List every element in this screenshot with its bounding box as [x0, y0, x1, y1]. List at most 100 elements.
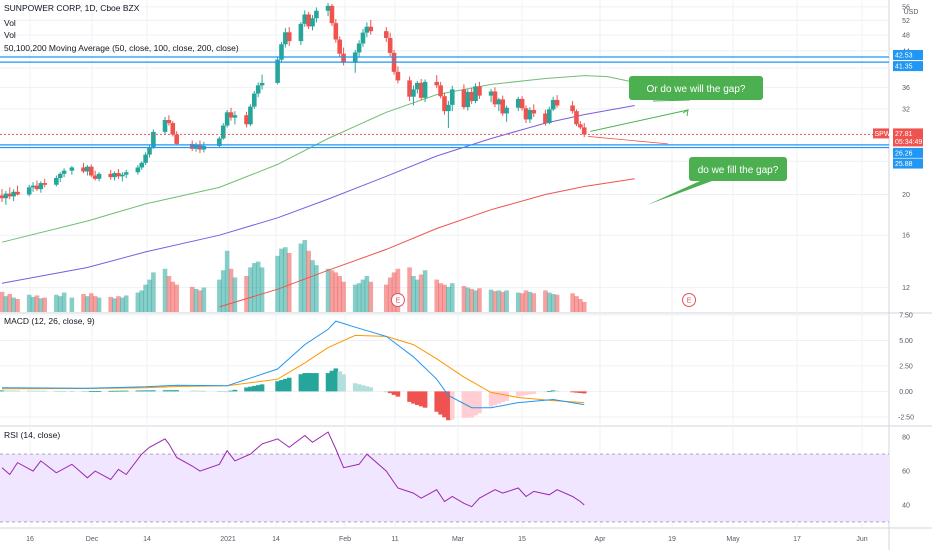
candle-body — [232, 115, 238, 118]
volume-bar — [574, 296, 579, 312]
last-price-tag-text: 27.81 — [895, 131, 913, 138]
rsi-line[interactable] — [1, 431, 585, 508]
annotation-arrow-upper[interactable] — [590, 109, 689, 132]
volume-indicator-label-1[interactable]: Vol — [4, 18, 16, 28]
candle-body — [496, 99, 502, 105]
macd-histogram-bar — [446, 391, 451, 421]
macd-histogram-bar — [252, 385, 257, 392]
rsi-band — [0, 454, 889, 522]
volume-bar — [461, 286, 467, 312]
volume-bar — [26, 294, 32, 312]
level-tag-lower-a — [893, 147, 923, 158]
volume-bar — [543, 290, 548, 312]
candle-body — [224, 112, 230, 126]
macd-histogram-bar — [550, 390, 556, 392]
macd-histogram-bar — [38, 390, 44, 392]
level-tag-lower-b-text: 25.88 — [895, 161, 913, 168]
volume-bar — [383, 284, 389, 312]
candle-body — [81, 167, 86, 172]
macd-histogram-bar — [228, 390, 234, 392]
earnings-marker[interactable] — [682, 293, 697, 307]
volume-bar — [123, 295, 129, 312]
macd-histogram-bar — [259, 384, 265, 392]
macd-histogram-bar — [112, 390, 117, 392]
candle-body — [434, 81, 440, 86]
macd-histogram-bar — [81, 391, 86, 392]
rsi-label[interactable]: RSI (14, close) — [4, 430, 61, 440]
time-axis-label: Dec — [86, 536, 99, 543]
price-axis-label: 56 — [902, 4, 910, 11]
rsi-axis-label: 80 — [902, 435, 910, 442]
volume-bar — [135, 292, 141, 312]
volume-bar — [515, 292, 521, 312]
level-tag-upper-a — [893, 49, 923, 60]
ma200-line[interactable] — [219, 178, 635, 308]
macd-label[interactable]: MACD (12, 26, close, 9) — [4, 316, 95, 326]
candle-body — [135, 167, 141, 173]
candle-body — [477, 86, 482, 96]
candle-body — [217, 138, 222, 146]
candle-body — [85, 166, 90, 172]
candle-body — [147, 147, 152, 155]
volume-bar — [310, 260, 315, 312]
volume-bar — [57, 296, 63, 312]
macd-histogram-bar — [224, 391, 230, 393]
macd-histogram-bar — [201, 390, 207, 392]
time-axis-label: Apr — [595, 536, 607, 543]
candle-body — [578, 124, 583, 128]
macd-line[interactable] — [1, 320, 585, 409]
macd-histogram-bar — [3, 390, 9, 392]
candle-body — [228, 112, 234, 118]
annotation-box-lower[interactable] — [689, 157, 787, 181]
volume-bar — [523, 290, 529, 312]
volume-bar — [356, 283, 362, 312]
macd-histogram-bar — [519, 391, 525, 396]
volume-bar — [570, 293, 575, 312]
volume-bar — [193, 288, 199, 312]
macd-histogram-bar — [531, 391, 537, 394]
candle-body — [139, 162, 145, 168]
volume-indicator-label-2[interactable]: Vol — [4, 30, 16, 40]
volume-bar — [96, 297, 102, 312]
ma100-line[interactable] — [1, 105, 635, 284]
candle-body — [252, 93, 257, 107]
candle-body — [581, 127, 587, 135]
volume-bar — [554, 294, 560, 312]
candle-body — [446, 104, 451, 112]
macd-histogram-bar — [170, 390, 176, 392]
candle-body — [415, 82, 420, 90]
candle-body — [411, 89, 416, 97]
candle-body — [438, 85, 443, 97]
candle-body — [469, 91, 474, 102]
ma50-line[interactable] — [1, 75, 635, 243]
macd-histogram-bar — [368, 387, 374, 392]
annotation-pointer-lower — [647, 181, 712, 205]
candle-body — [88, 166, 94, 176]
macd-signal-line[interactable] — [1, 334, 585, 404]
macd-histogram-bar — [306, 373, 311, 392]
macd-histogram-bar — [581, 391, 587, 394]
macd-histogram-bar — [298, 374, 304, 392]
volume-bar — [166, 276, 172, 312]
candle-body — [112, 173, 117, 178]
chart-title: SUNPOWER CORP, 1D, Cboe BZX — [4, 3, 140, 13]
volume-bar — [391, 272, 397, 312]
earnings-marker[interactable] — [390, 293, 405, 307]
moving-average-label[interactable]: 50,100,200 Moving Average (50, close, 10… — [4, 43, 239, 53]
volume-bar — [3, 296, 9, 312]
volume-bar — [298, 243, 304, 312]
macd-histogram-bar — [461, 391, 467, 418]
volume-bar — [38, 298, 44, 312]
volume-bar — [469, 288, 474, 312]
time-axis-label: 15 — [518, 536, 526, 543]
candle-body — [11, 191, 16, 197]
macd-histogram-bar — [465, 391, 471, 418]
macd-histogram-bar — [364, 386, 370, 392]
macd-histogram-bar — [469, 391, 474, 418]
macd-histogram-bar — [57, 390, 63, 392]
volume-bar — [252, 263, 257, 312]
annotation-box-upper[interactable] — [629, 76, 763, 100]
candle-body — [395, 71, 401, 81]
